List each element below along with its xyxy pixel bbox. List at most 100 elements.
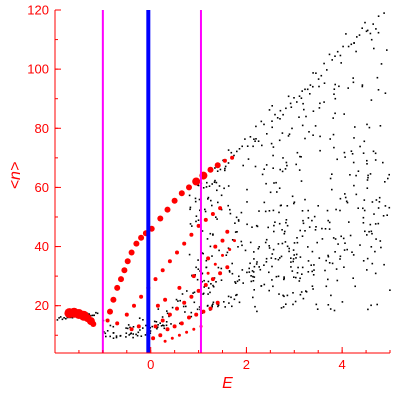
data-point-black [293,202,295,205]
data-point-black [363,209,366,212]
data-point-black [339,197,342,200]
data-point-black [207,293,209,295]
data-point-black [276,117,279,119]
data-point-black [264,210,267,213]
data-point-black [299,229,301,232]
data-point-black [234,222,236,224]
data-point-red [124,258,131,265]
data-point-black [369,32,372,35]
data-point-black [379,125,382,127]
data-point-black [352,77,354,79]
data-point-red [207,166,214,173]
y-tick-label: 60 [35,180,49,195]
data-point-black [332,117,334,119]
data-point-black [344,156,346,158]
data-point-black [283,295,285,298]
data-point-black [293,201,296,203]
data-point-black [91,314,94,317]
data-point-black [334,55,336,57]
data-point-black [353,137,355,139]
data-point-black [244,138,246,140]
data-point-black [125,336,127,338]
data-point-black [265,238,268,241]
data-point-black [263,123,265,126]
data-point-black [357,207,359,209]
data-point-black [288,247,290,250]
data-point-black [355,50,357,53]
data-point-black [366,123,368,126]
data-point-black [231,239,234,241]
data-point-black [383,12,385,14]
data-point-black [157,324,159,326]
data-point-black [293,254,295,256]
data-point-red [124,312,129,317]
data-point-black [313,269,315,271]
data-point-black [258,266,260,268]
data-point-black [282,113,284,116]
data-point-black [378,201,381,203]
data-point-black [265,164,268,166]
data-point-black [215,281,217,283]
data-point-black [296,151,299,154]
data-point-black [238,148,241,150]
data-point-black [238,279,241,281]
data-point-black [358,34,361,36]
data-point-black [290,106,293,108]
data-point-black [237,219,240,221]
data-point-black [268,289,270,292]
data-point-black [171,306,174,309]
y-tick-label: 40 [35,239,49,254]
data-point-red [110,296,117,303]
data-point-black [106,330,109,332]
data-point-black [58,317,60,319]
data-point-black [377,222,380,225]
data-point-black [244,249,247,252]
data-point-black [278,293,280,295]
data-point-red [153,277,158,282]
data-point-black [334,251,336,253]
data-point-black [125,327,127,329]
data-point-black [309,84,312,86]
data-point-black [280,307,283,309]
data-point-black [319,102,321,105]
data-point-black [112,337,115,339]
data-point-black [350,150,353,152]
data-point-black [234,231,237,233]
data-point-black [212,301,215,304]
data-point-black [375,238,377,240]
data-point-black [353,42,355,44]
data-point-black [374,152,377,155]
data-point-black [251,226,253,228]
data-point-black [215,216,217,218]
data-point-black [275,275,278,278]
data-point-red [230,155,235,160]
data-point-black [304,88,306,91]
data-point-black [344,193,346,195]
data-point-black [252,296,254,299]
data-point-black [307,271,310,273]
data-point-black [205,186,208,188]
data-point-black [136,334,139,337]
data-point-black [373,47,375,50]
data-point-black [299,256,302,258]
data-point-black [142,319,144,321]
data-point-black [304,137,306,140]
data-point-black [218,249,220,252]
data-point-red [192,327,196,331]
data-point-black [213,181,216,183]
data-point-black [209,291,211,294]
data-point-red [160,268,165,273]
data-point-black [227,185,230,187]
data-point-black [252,280,255,282]
data-point-red [121,267,128,274]
data-point-black [311,250,314,253]
data-point-black [378,196,381,199]
data-point-black [302,297,305,300]
data-point-black [313,215,316,218]
data-point-black [212,285,215,288]
data-point-black [261,144,263,147]
data-point-black [282,294,284,297]
data-point-black [230,296,232,299]
data-point-black [253,258,255,260]
x-axis-label: E [222,375,233,392]
